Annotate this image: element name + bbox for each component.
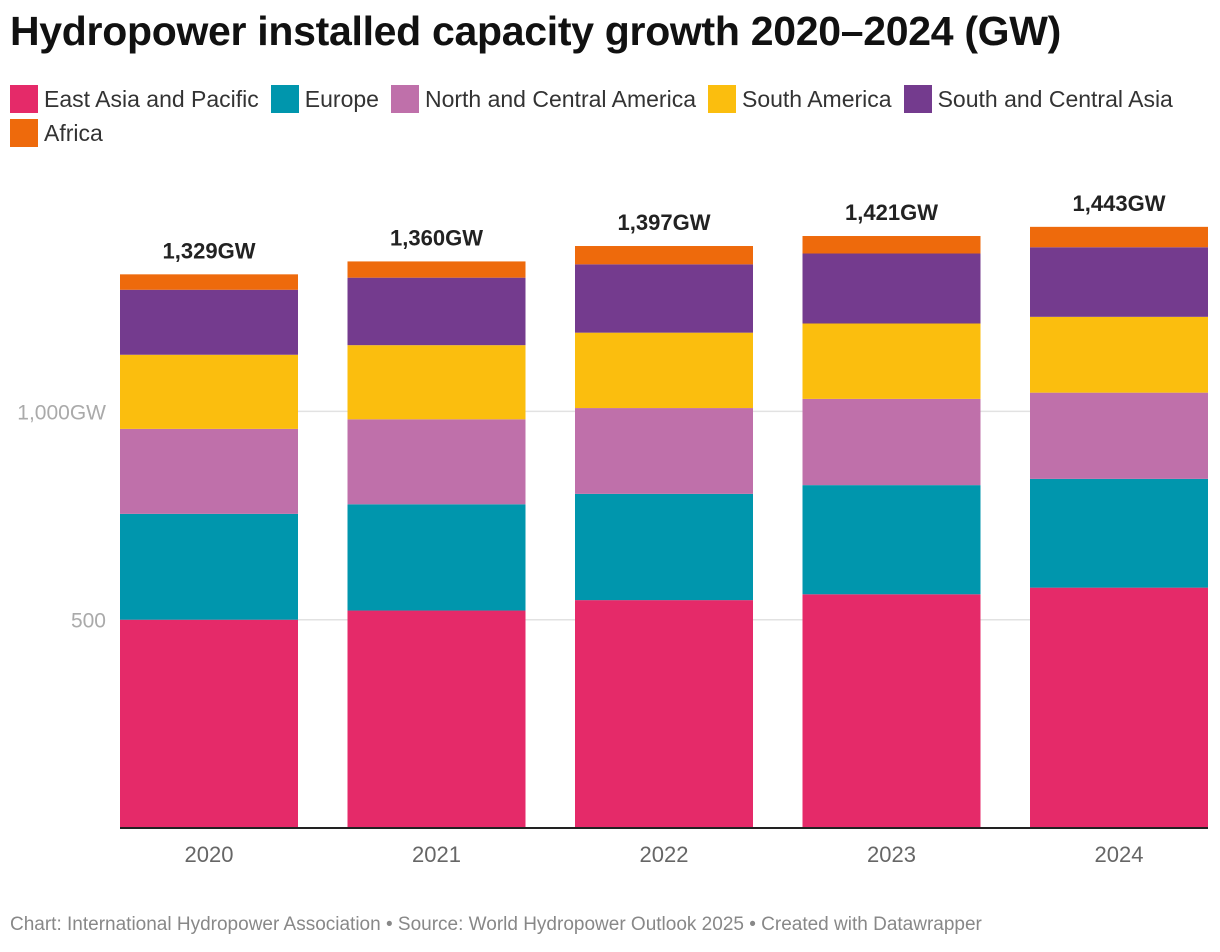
y-tick-label: 1,000GW bbox=[17, 401, 106, 424]
x-tick-label: 2020 bbox=[185, 842, 234, 867]
legend-item: South America bbox=[707, 85, 892, 113]
y-tick-label: 500 bbox=[71, 610, 106, 633]
legend-swatch bbox=[390, 85, 419, 113]
bar-segment bbox=[575, 264, 753, 333]
bar-segment bbox=[575, 600, 753, 828]
bar-segment bbox=[802, 323, 981, 399]
bar-segment bbox=[575, 246, 753, 265]
chart-title: Hydropower installed capacity growth 202… bbox=[10, 8, 1062, 54]
x-tick-label: 2022 bbox=[640, 842, 689, 867]
bar-segment bbox=[802, 253, 981, 324]
legend-swatch bbox=[707, 85, 736, 113]
legend-swatch bbox=[903, 85, 932, 113]
bar-segment bbox=[802, 236, 981, 254]
bar-segment bbox=[347, 504, 526, 611]
bar-segment bbox=[1030, 587, 1208, 828]
legend-label: South America bbox=[741, 86, 892, 112]
bar-segment bbox=[575, 332, 753, 409]
x-tick-label: 2023 bbox=[867, 842, 916, 867]
total-label: 1,397GW bbox=[618, 210, 711, 235]
bar-segment bbox=[575, 408, 753, 494]
bar-segment bbox=[347, 345, 526, 420]
bar-segment bbox=[1030, 247, 1208, 317]
bar-segment bbox=[802, 594, 981, 828]
legend-swatch bbox=[10, 85, 38, 113]
legend-item: South and Central Asia bbox=[903, 85, 1173, 113]
legend-label: Europe bbox=[304, 86, 379, 112]
bar-segment bbox=[1030, 226, 1208, 248]
legend-item: Africa bbox=[10, 119, 103, 147]
bar-segment bbox=[347, 419, 526, 505]
total-label: 1,421GW bbox=[845, 200, 938, 225]
x-tick-label: 2021 bbox=[412, 842, 461, 867]
legend-label: East Asia and Pacific bbox=[44, 86, 259, 112]
bar-segment bbox=[120, 513, 298, 620]
bar-segment bbox=[575, 493, 753, 601]
legend-item: East Asia and Pacific bbox=[10, 85, 259, 113]
bar-segment bbox=[120, 274, 298, 290]
bar-segment bbox=[120, 289, 298, 355]
legend-label: South and Central Asia bbox=[937, 86, 1173, 112]
bar-segment bbox=[802, 398, 981, 486]
total-label: 1,360GW bbox=[390, 225, 483, 250]
legend-label: North and Central America bbox=[424, 86, 696, 112]
legend-swatch bbox=[270, 85, 299, 113]
legend: East Asia and Pacific Europe North and Cen… bbox=[10, 82, 1210, 150]
legend-item: North and Central America bbox=[390, 85, 696, 113]
x-tick-label: 2024 bbox=[1095, 842, 1144, 867]
total-label: 1,329GW bbox=[163, 238, 256, 263]
bar-segment bbox=[347, 277, 526, 346]
total-label: 1,443GW bbox=[1073, 191, 1166, 216]
legend-label: Africa bbox=[44, 120, 103, 146]
bar-segment bbox=[1030, 316, 1208, 393]
bar-segment bbox=[1030, 392, 1208, 479]
bar-segment bbox=[802, 485, 981, 595]
bar-segment bbox=[1030, 478, 1208, 588]
bar-segment bbox=[120, 619, 298, 828]
chart-footer: Chart: International Hydropower Associat… bbox=[10, 914, 982, 935]
bar-segment bbox=[120, 354, 298, 429]
legend-swatch bbox=[10, 119, 38, 147]
bar-segment bbox=[347, 610, 526, 828]
legend-item: Europe bbox=[270, 85, 379, 113]
bar-segment bbox=[120, 428, 298, 514]
bar-segment bbox=[347, 261, 526, 278]
